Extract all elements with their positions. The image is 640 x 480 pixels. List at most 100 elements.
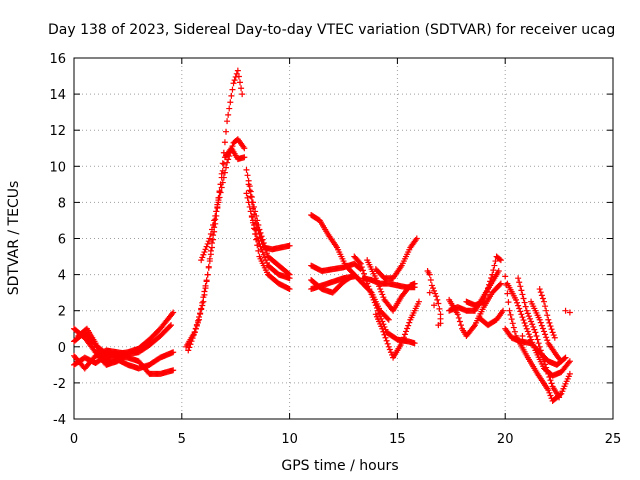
data-point-track-19 [387,349,394,356]
data-point-track-30 [532,329,539,336]
data-point-track-22 [429,285,436,292]
data-point-track-19 [398,340,405,347]
data-point-track-01 [170,349,177,356]
data-point-track-29 [516,305,523,312]
isolated-data-point [426,289,433,296]
data-point-track-07 [224,159,231,166]
data-point-track-27 [547,392,554,399]
data-point-track-30 [525,313,532,320]
data-point-track-08 [216,188,223,195]
data-point-track-30 [538,351,545,358]
data-point-track-32 [543,307,550,314]
data-point-track-19 [403,328,410,335]
data-point-track-08 [214,201,221,208]
data-point-track-19 [406,319,413,326]
data-point-track-12 [247,208,254,215]
data-point-track-17 [356,259,363,266]
data-point-track-32 [541,298,548,305]
data-point-track-32 [542,303,549,310]
data-point-track-31 [544,337,551,344]
data-point-track-08 [196,316,203,323]
data-point-track-27 [510,324,517,331]
data-point-track-30 [516,279,523,286]
data-point-track-17 [368,291,375,298]
data-point-track-29 [529,339,536,346]
data-point-track-07 [205,238,212,245]
data-point-track-30 [515,275,522,282]
data-point-track-18 [380,294,387,301]
data-point-track-06 [229,86,236,93]
chart-title: Day 138 of 2023, Sidereal Day-to-day VTE… [48,22,615,38]
data-point-track-06 [235,73,242,80]
isolated-data-point [519,332,526,339]
data-point-track-09 [243,166,250,173]
data-point-track-31 [541,328,548,335]
x-tick-label: 0 [70,432,78,447]
data-point-track-08 [210,232,217,239]
data-point-track-10 [245,181,252,188]
data-point-track-20 [411,284,418,291]
data-point-track-25 [491,262,498,269]
data-point-track-30 [523,307,530,314]
data-point-track-19 [379,325,386,332]
data-point-track-30 [521,299,528,306]
data-point-track-25 [482,291,489,298]
data-point-track-12 [256,240,263,247]
data-point-track-09 [248,193,255,200]
data-point-track-16 [351,273,358,280]
data-point-track-31 [558,358,565,365]
data-point-track-07 [198,257,205,264]
data-point-track-19 [399,337,406,344]
data-point-track-17 [411,340,418,347]
data-point-track-30 [526,315,533,322]
data-point-track-25 [488,274,495,281]
data-point-track-30 [524,310,531,317]
data-point-track-05 [92,340,99,347]
data-point-track-30 [535,340,542,347]
data-point-track-29 [524,328,531,335]
data-point-track-29 [531,344,538,351]
data-point-track-06 [219,160,226,167]
data-point-track-29 [518,311,525,318]
data-point-track-08 [187,341,194,348]
data-point-track-08 [215,194,222,201]
data-point-track-05 [94,347,101,354]
data-point-track-08 [201,288,208,295]
data-point-track-29 [566,358,573,365]
data-point-track-27 [502,273,509,280]
data-point-track-22 [431,287,438,294]
data-point-track-29 [523,325,530,332]
data-point-track-17 [372,302,379,309]
data-point-track-07 [222,164,229,171]
data-point-track-32 [539,295,546,302]
data-point-track-26 [500,307,507,314]
data-point-track-17 [369,294,376,301]
data-point-track-29 [528,336,535,343]
data-point-track-23 [470,323,477,330]
data-point-track-07 [199,254,206,261]
data-point-track-12 [243,190,250,197]
data-point-track-08 [204,271,211,278]
data-point-track-32 [549,329,556,336]
data-point-track-08 [186,344,193,351]
data-point-track-31 [557,356,564,363]
data-point-track-25 [489,271,496,278]
data-point-track-08 [193,322,200,329]
data-point-track-04 [166,323,173,330]
data-point-track-32 [544,312,551,319]
data-point-track-08 [217,181,224,188]
data-point-track-30 [547,377,554,384]
data-point-track-25 [496,256,503,263]
data-point-track-12 [257,243,264,250]
data-point-track-32 [551,334,558,341]
y-tick-label: -2 [53,377,66,392]
data-point-track-19 [381,331,388,338]
data-point-track-08 [185,347,192,354]
y-axis-ticks: -4 -2 0 2 4 6 8 10 12 14 16 [49,52,613,428]
data-point-track-29 [519,314,526,321]
data-point-track-12 [261,254,268,261]
x-tick-label: 10 [281,432,298,447]
data-point-track-09 [244,172,251,179]
data-point-track-12 [254,235,261,242]
data-point-track-12 [248,212,255,219]
